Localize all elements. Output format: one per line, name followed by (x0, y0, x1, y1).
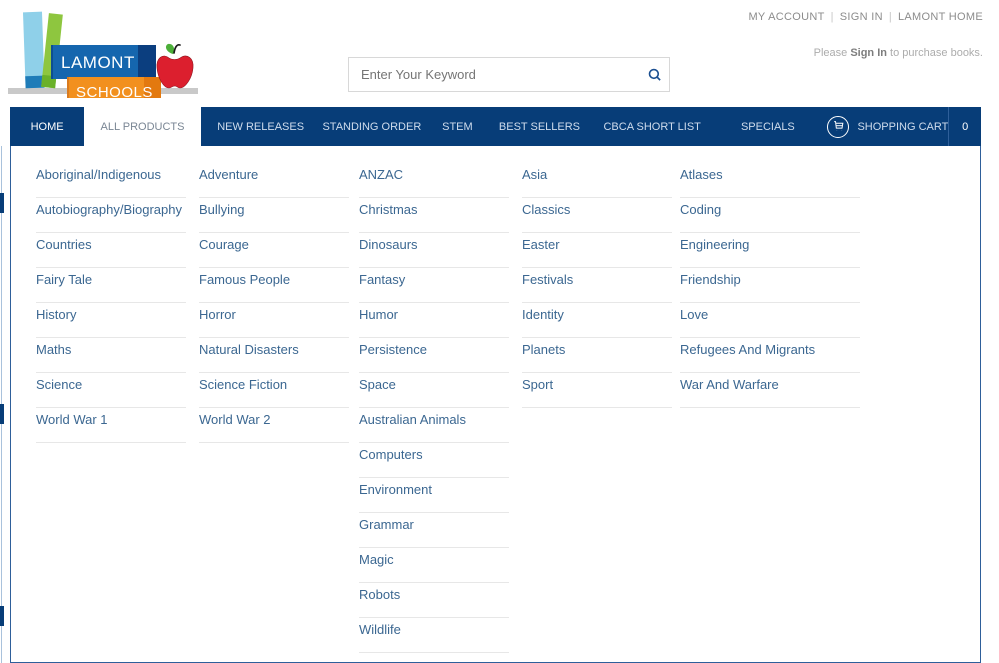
svg-text:SCHOOLS: SCHOOLS (76, 84, 153, 98)
svg-text:LAMONT: LAMONT (61, 53, 135, 72)
